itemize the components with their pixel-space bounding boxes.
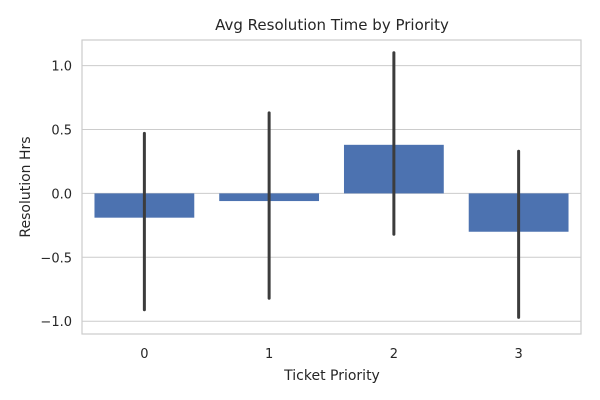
x-tick-label: 1 xyxy=(265,347,273,362)
y-tick-label: 0.5 xyxy=(51,123,72,138)
bars xyxy=(94,144,569,232)
y-tick-labels: −1.0 −0.5 0.0 0.5 1.0 xyxy=(40,60,72,331)
y-axis-label: Resolution Hrs xyxy=(18,136,34,237)
x-tick-labels: 0 1 2 3 xyxy=(140,347,523,362)
grid xyxy=(82,65,581,322)
x-tick-label: 0 xyxy=(140,347,148,362)
y-tick-label: 0.0 xyxy=(51,187,72,202)
error-bars xyxy=(142,51,521,319)
chart-title: Avg Resolution Time by Priority xyxy=(215,16,449,34)
x-tick-label: 2 xyxy=(390,347,398,362)
y-tick-label: −0.5 xyxy=(40,251,72,266)
x-tick-label: 3 xyxy=(514,347,522,362)
plot-frame xyxy=(81,39,582,335)
x-axis-label: Ticket Priority xyxy=(283,368,380,384)
y-tick-label: 1.0 xyxy=(51,60,72,75)
y-tick-label: −1.0 xyxy=(40,315,72,330)
